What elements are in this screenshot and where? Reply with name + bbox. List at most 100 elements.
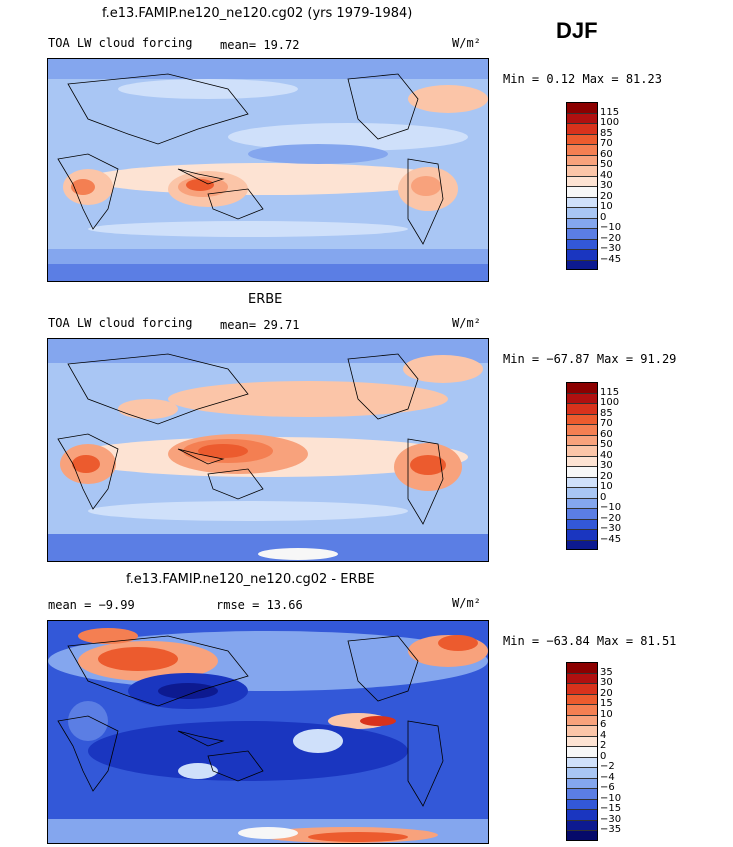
- colorbar-swatch: [567, 476, 597, 487]
- colorbar-label: −45: [600, 533, 622, 545]
- colorbar-label: −10: [600, 222, 622, 233]
- panel3-units: W/m²: [452, 596, 481, 610]
- colorbar-swatch: [567, 777, 597, 788]
- colorbar-label: 100: [600, 397, 620, 408]
- colorbar-label: 0: [600, 211, 607, 223]
- colorbar-label: 30: [600, 460, 613, 471]
- colorbar-label: −10: [600, 502, 622, 513]
- colorbar-swatch: [567, 154, 597, 165]
- colorbar-swatches: [566, 662, 598, 841]
- colorbar-swatch: [567, 455, 597, 466]
- colorbar-label: 20: [600, 470, 613, 482]
- colorbar-label: −30: [600, 523, 622, 534]
- colorbar-swatch: [567, 392, 597, 403]
- colorbar-label: 70: [600, 138, 613, 149]
- colorbar-label: 6: [600, 719, 607, 730]
- panel2-minmax: Min = −67.87 Max = 91.29: [503, 352, 677, 366]
- colorbar-swatch: [567, 830, 597, 841]
- colorbar-swatch: [567, 466, 597, 477]
- colorbar-swatch: [567, 798, 597, 809]
- colorbar-label: 60: [600, 148, 613, 160]
- colorbar-swatch: [567, 704, 597, 715]
- panel3-minmax: Min = −63.84 Max = 81.51: [503, 634, 677, 648]
- colorbar-swatch: [567, 434, 597, 445]
- colorbar-label: −2: [600, 761, 615, 772]
- colorbar-swatch: [567, 165, 597, 176]
- colorbar-swatch: [567, 228, 597, 239]
- panel2-title: ERBE: [248, 292, 283, 307]
- colorbar-label: −35: [600, 824, 622, 835]
- colorbar-swatch: [567, 672, 597, 683]
- panel1-mean: mean= 19.72: [220, 38, 300, 52]
- colorbar-swatch: [567, 767, 597, 778]
- colorbar-swatch: [567, 714, 597, 725]
- colorbar-swatch: [567, 693, 597, 704]
- colorbar-swatch: [567, 102, 597, 113]
- colorbar-swatch: [567, 217, 597, 228]
- panel3-map: [47, 620, 489, 844]
- colorbar-swatch: [567, 112, 597, 123]
- colorbar-swatch: [567, 238, 597, 249]
- panel1-minmax: Min = 0.12 Max = 81.23: [503, 72, 662, 86]
- panel2-mean: mean= 29.71: [220, 318, 300, 332]
- colorbar-label: −30: [600, 243, 622, 254]
- panel1-units: W/m²: [452, 36, 481, 50]
- colorbar-label: −4: [600, 771, 615, 783]
- colorbar-swatch: [567, 487, 597, 498]
- panel2-map: [47, 338, 489, 562]
- colorbar-swatch: [567, 518, 597, 529]
- panel2-units: W/m²: [452, 316, 481, 330]
- colorbar-swatch: [567, 123, 597, 134]
- colorbar-swatch: [567, 445, 597, 456]
- colorbar-swatch: [567, 497, 597, 508]
- colorbar-label: 40: [600, 449, 613, 461]
- colorbar-label: 50: [600, 159, 613, 170]
- colorbar-swatch: [567, 249, 597, 260]
- colorbar-swatch: [567, 186, 597, 197]
- colorbar-swatch: [567, 508, 597, 519]
- colorbar-label: −10: [600, 792, 622, 804]
- colorbar-label: −20: [600, 232, 622, 244]
- colorbar-label: 4: [600, 729, 607, 741]
- colorbar-label: 10: [600, 708, 613, 720]
- colorbar-label: 60: [600, 428, 613, 440]
- colorbar-swatch: [567, 175, 597, 186]
- colorbar-label: 100: [600, 117, 620, 128]
- colorbar-label: 20: [600, 687, 613, 699]
- colorbar-swatches: [566, 382, 598, 550]
- colorbar-swatch: [567, 259, 597, 270]
- colorbar-label: 115: [600, 386, 620, 398]
- colorbar-label: 85: [600, 407, 613, 419]
- colorbar-swatch: [567, 746, 597, 757]
- colorbar-label: 15: [600, 698, 613, 709]
- panel1-variable-label: TOA LW cloud forcing: [48, 36, 193, 50]
- colorbar-label: 40: [600, 169, 613, 181]
- panel1-map-svg: [48, 59, 488, 281]
- colorbar-swatch: [567, 413, 597, 424]
- colorbar-swatch: [567, 424, 597, 435]
- colorbar-label: −6: [600, 782, 615, 793]
- colorbar-label: 115: [600, 106, 620, 118]
- colorbar-label: −45: [600, 253, 622, 265]
- colorbar-label: 85: [600, 127, 613, 139]
- colorbar-label: −20: [600, 512, 622, 524]
- colorbar-swatch: [567, 788, 597, 799]
- panel3-mean: mean = −9.99: [48, 598, 135, 612]
- colorbar-swatch: [567, 756, 597, 767]
- colorbar-swatch: [567, 683, 597, 694]
- colorbar-label: 10: [600, 481, 613, 492]
- colorbar-label: 10: [600, 201, 613, 212]
- colorbar-swatch: [567, 819, 597, 830]
- colorbar-swatch: [567, 529, 597, 540]
- colorbar-swatch: [567, 539, 597, 550]
- colorbar-swatch: [567, 144, 597, 155]
- panel2-map-svg: [48, 339, 488, 561]
- colorbar-label: 35: [600, 666, 613, 678]
- colorbar-label: 20: [600, 190, 613, 202]
- panel3-rmse: rmse = 13.66: [216, 598, 303, 612]
- colorbar-label: −30: [600, 813, 622, 825]
- colorbar-swatch: [567, 382, 597, 393]
- colorbar-swatch: [567, 725, 597, 736]
- colorbar-label: 70: [600, 418, 613, 429]
- colorbar-swatch: [567, 735, 597, 746]
